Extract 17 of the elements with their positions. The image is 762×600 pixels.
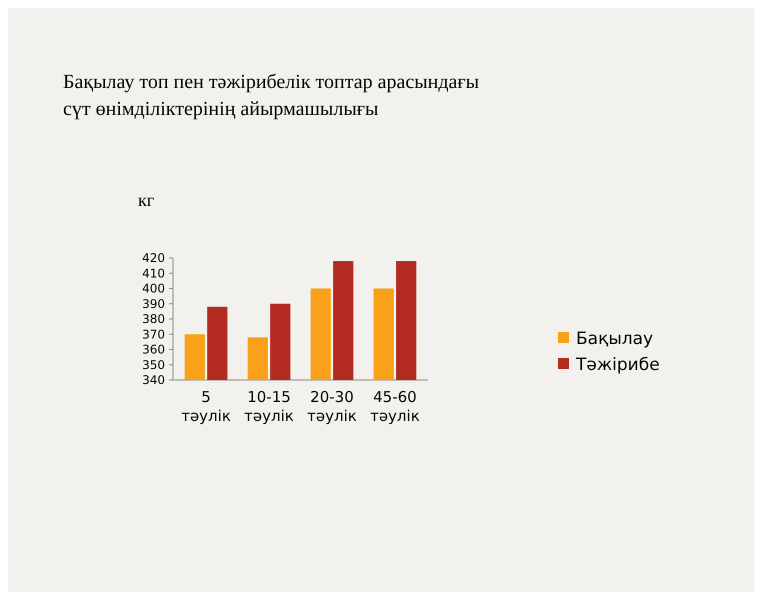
y-tick-label: 420 xyxy=(142,251,165,266)
y-tick-label: 390 xyxy=(142,296,165,311)
y-tick-label: 370 xyxy=(142,327,165,342)
y-tick-label: 360 xyxy=(142,342,165,357)
y-tick-label: 410 xyxy=(142,266,165,280)
x-tick-label: 45-60 тәулік xyxy=(370,388,420,425)
y-axis-title: кг xyxy=(138,190,154,210)
y-tick-label: 340 xyxy=(142,373,165,388)
chart-title: Бақылау топ пен тәжірибелік топтар арасындағы сүт өнімділіктерінің айырмашылығы xyxy=(63,71,480,120)
x-tick-label: 5 тәулік xyxy=(181,388,231,425)
x-tick-label: 10-15 тәулік xyxy=(244,388,294,425)
legend-label: Бақылау xyxy=(576,328,654,349)
legend-label: Тәжірибе xyxy=(575,354,660,375)
x-tick-label: 20-30 тәулік xyxy=(307,388,357,425)
y-tick-label: 380 xyxy=(142,312,165,326)
y-tick-label: 400 xyxy=(142,282,165,296)
y-tick-label: 350 xyxy=(142,358,165,372)
